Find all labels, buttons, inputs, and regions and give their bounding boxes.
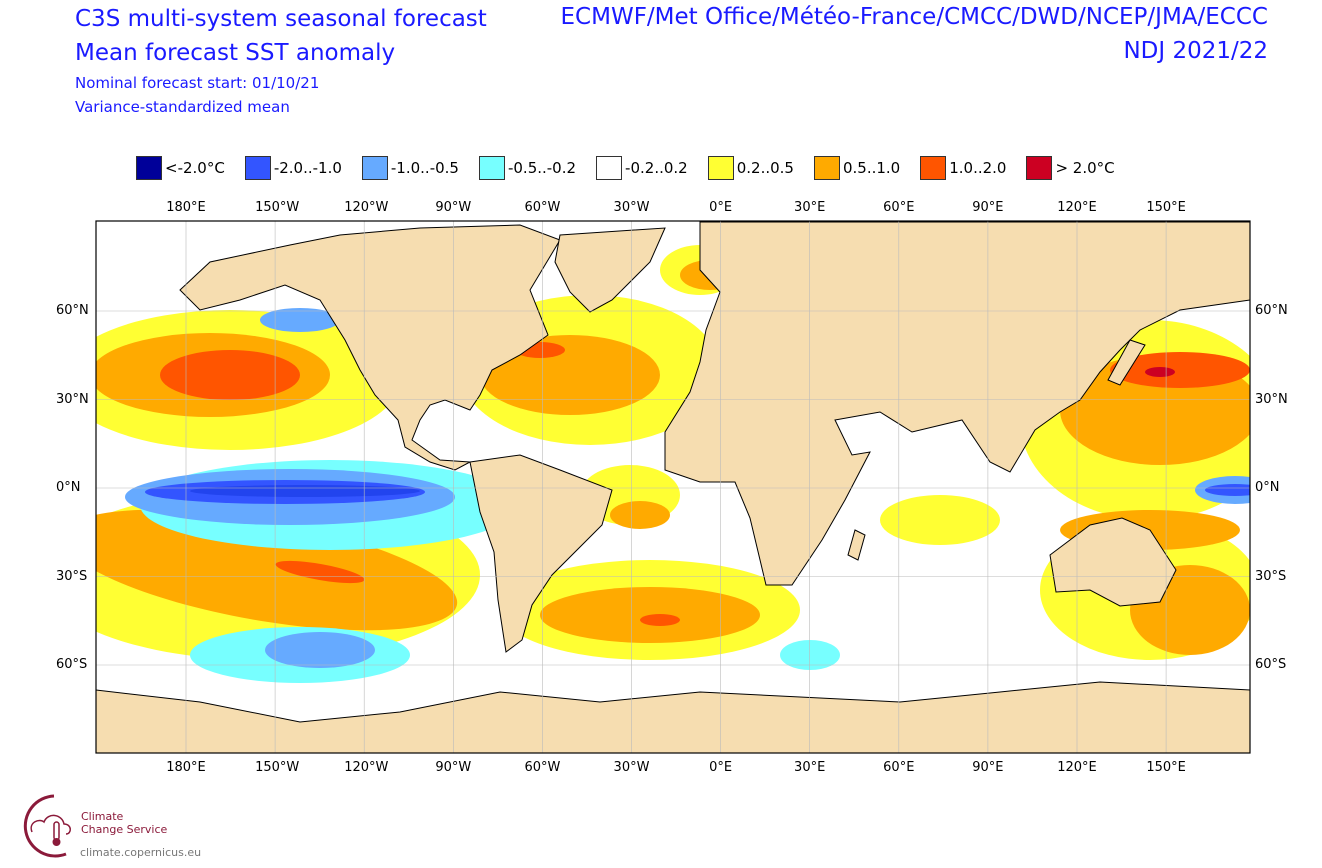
legend-label: 1.0..2.0 — [949, 159, 1007, 177]
south-america — [469, 454, 613, 653]
lon-label-bottom: 0°E — [709, 760, 733, 775]
australia — [1049, 517, 1177, 607]
graticule — [96, 221, 1250, 753]
lon-label-bottom: 150°W — [255, 760, 300, 775]
thermometer-cloud-icon — [23, 794, 71, 858]
lon-label-bottom: 60°W — [524, 760, 561, 775]
legend-swatch — [244, 156, 271, 180]
lon-label-top: 150°W — [255, 200, 300, 215]
lon-label-top: 180°E — [166, 200, 206, 215]
forecast-start: Nominal forecast start: 01/10/21 — [75, 74, 320, 92]
lon-label-top: 120°W — [344, 200, 389, 215]
lat-label-right: 60°N — [1255, 303, 1288, 318]
legend-label: -0.2..0.2 — [625, 159, 688, 177]
lon-label-top: 90°E — [972, 200, 1004, 215]
lon-label-top: 0°E — [709, 200, 733, 215]
map-frame — [95, 220, 1251, 754]
legend-swatch — [920, 156, 947, 180]
legend-item: -1.0..-0.5 — [361, 156, 459, 180]
legend-item: 1.0..2.0 — [920, 156, 1006, 180]
lon-label-bottom: 30°E — [794, 760, 826, 775]
lon-label-bottom: 90°W — [435, 760, 472, 775]
lat-label-left: 60°N — [56, 303, 89, 318]
legend-label: <-2.0°C — [165, 159, 225, 177]
greenland — [554, 227, 666, 313]
lon-label-bottom: 60°E — [883, 760, 915, 775]
lon-label-top: 90°W — [435, 200, 472, 215]
lat-label-left: 30°N — [56, 391, 89, 407]
legend-label: 0.2..0.5 — [736, 159, 794, 177]
legend-item: 0.2..0.5 — [707, 156, 794, 180]
logo-url: climate.copernicus.eu — [80, 846, 202, 859]
lat-label-right: 0°N — [1255, 480, 1280, 495]
eurasia-africa — [664, 221, 1250, 586]
legend-label: -0.5..-0.2 — [507, 159, 577, 177]
lon-label-top: 60°E — [883, 200, 915, 215]
lat-label-right: 30°N — [1255, 391, 1288, 407]
antarctica — [96, 681, 1250, 753]
chart-subtitle: Mean forecast SST anomaly — [75, 40, 396, 66]
copernicus-logo: Climate Change Service — [18, 792, 268, 862]
legend-item: -0.5..-0.2 — [478, 156, 577, 180]
legend-label: -2.0..-1.0 — [273, 159, 342, 177]
legend-swatch — [596, 156, 623, 180]
lon-label-top: 30°E — [794, 200, 826, 215]
color-legend: <-2.0°C -2.0..-1.0 -1.0..-0.5 -0.5..-0.2 -0.… — [136, 156, 1135, 180]
madagascar — [847, 529, 866, 561]
lon-label-bottom: 180°E — [166, 760, 206, 775]
logo-line2: Change Service — [81, 823, 168, 836]
forecast-period: NDJ 2021/22 — [1123, 38, 1268, 64]
legend-item: 0.5..1.0 — [813, 156, 901, 180]
legend-swatch — [1026, 156, 1053, 180]
lat-label-left: 60°S — [56, 657, 88, 672]
legend-swatch — [813, 156, 840, 180]
legend-item: > 2.0°C — [1026, 156, 1115, 180]
lon-label-bottom: 150°E — [1146, 760, 1186, 775]
lon-label-top: 30°W — [613, 200, 650, 215]
legend-item: <-2.0°C — [136, 156, 225, 180]
legend-swatch — [478, 156, 505, 180]
lon-label-top: 150°E — [1146, 200, 1186, 215]
lon-label-bottom: 120°E — [1057, 760, 1097, 775]
method-note: Variance-standardized mean — [75, 98, 290, 116]
lat-label-left: 0°N — [56, 480, 81, 495]
legend-item: -0.2..0.2 — [596, 156, 688, 180]
legend-swatch — [361, 156, 388, 180]
lon-label-bottom: 120°W — [344, 760, 389, 775]
lon-label-bottom: 90°E — [972, 760, 1004, 775]
legend-item: -2.0..-1.0 — [244, 156, 342, 180]
chart-title: C3S multi-system seasonal forecast — [75, 6, 487, 32]
lon-label-top: 60°W — [524, 200, 561, 215]
lat-label-left: 30°S — [56, 568, 88, 584]
legend-label: 0.5..1.0 — [842, 159, 901, 177]
lat-label-right: 60°S — [1255, 657, 1287, 672]
legend-swatch — [707, 156, 734, 180]
logo-line1: Climate — [81, 810, 124, 823]
lon-label-bottom: 30°W — [613, 760, 650, 775]
systems-list: ECMWF/Met Office/Météo-France/CMCC/DWD/N… — [560, 4, 1268, 30]
legend-swatch — [136, 156, 162, 180]
lat-label-right: 30°S — [1255, 568, 1287, 584]
japan — [1107, 339, 1146, 386]
legend-label: > 2.0°C — [1055, 159, 1115, 177]
legend-label: -1.0..-0.5 — [390, 159, 459, 177]
anomaly-fields — [96, 245, 1250, 683]
lon-label-top: 120°E — [1057, 200, 1097, 215]
